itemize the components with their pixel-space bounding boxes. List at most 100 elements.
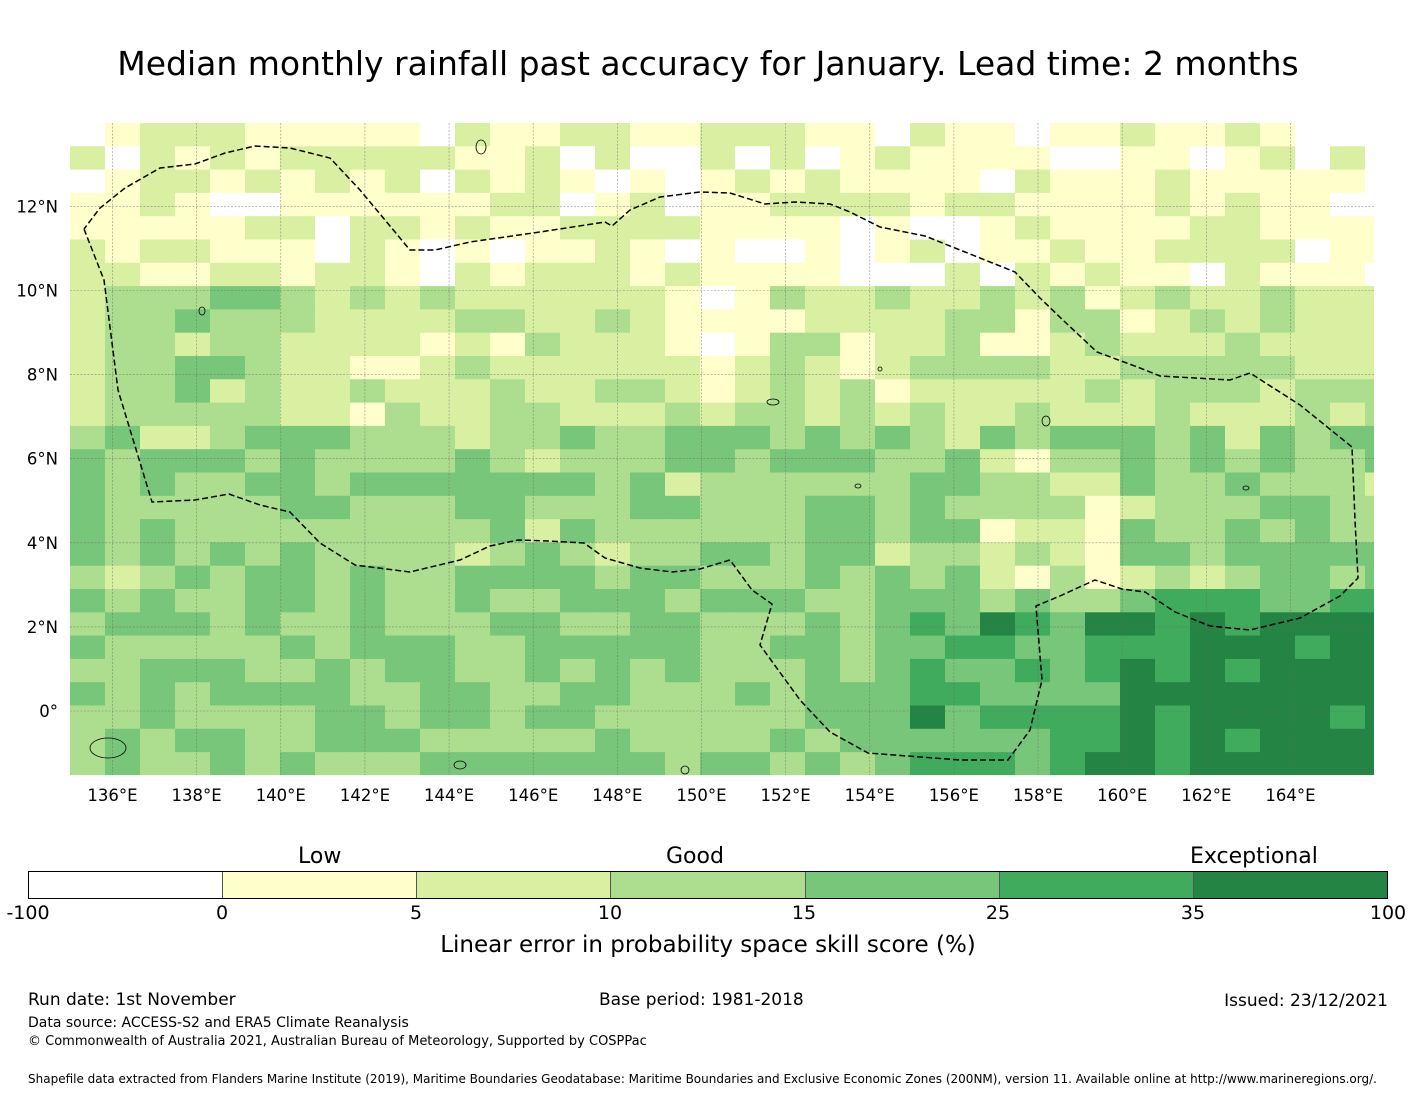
- grid-cell: [700, 146, 736, 171]
- grid-cell: [455, 705, 491, 730]
- grid-cell: [525, 146, 561, 171]
- grid-cell: [490, 309, 526, 334]
- grid-cell: [1190, 682, 1226, 706]
- grid-cell: [630, 192, 666, 217]
- grid-cell: [980, 425, 1016, 450]
- grid-cell: [420, 402, 456, 427]
- grid-cell: [1295, 216, 1331, 240]
- grid-cell: [70, 449, 106, 473]
- grid-cell: [525, 519, 561, 543]
- grid-cell: [735, 589, 771, 613]
- grid-cell: [490, 192, 526, 217]
- grid-cell: [945, 309, 981, 334]
- grid-cell: [385, 658, 421, 683]
- grid-cell: [840, 262, 876, 287]
- grid-cell: [210, 682, 246, 706]
- grid-cell: [840, 682, 876, 706]
- grid-cell: [1050, 612, 1086, 637]
- grid-cell: [175, 332, 211, 357]
- grid-cell: [1015, 309, 1051, 334]
- grid-cell: [1330, 728, 1366, 753]
- grid-cell: [1295, 449, 1331, 473]
- grid-cell: [910, 379, 946, 404]
- grid-cell: [280, 123, 316, 147]
- grid-cell: [665, 728, 701, 753]
- grid-cell: [385, 332, 421, 357]
- grid-cell: [630, 379, 666, 404]
- longitude-label: 136°E: [87, 786, 137, 805]
- grid-cell: [1015, 658, 1051, 683]
- grid-cell: [245, 425, 281, 450]
- copyright: © Commonwealth of Australia 2021, Austra…: [28, 1034, 647, 1049]
- grid-cell: [140, 589, 176, 613]
- grid-cell: [665, 495, 701, 520]
- colorbar-tick: 10: [597, 902, 623, 924]
- grid-cell: [980, 309, 1016, 334]
- grid-cell: [770, 449, 806, 473]
- grid-cell: [770, 565, 806, 590]
- grid-cell: [945, 192, 981, 217]
- grid-cell: [630, 239, 666, 264]
- grid-cell: [1120, 542, 1156, 567]
- grid-cell: [560, 402, 596, 427]
- grid-cell: [525, 495, 561, 520]
- grid-cell: [805, 239, 841, 264]
- grid-cell: [1050, 565, 1086, 590]
- grid-cell: [175, 449, 211, 473]
- grid-cell: [140, 356, 176, 380]
- grid-cell: [980, 519, 1016, 543]
- grid-cell: [700, 728, 736, 753]
- grid-cell: [420, 332, 456, 357]
- grid-cell: [385, 728, 421, 753]
- grid-cell: [805, 612, 841, 637]
- grid-cell: [1155, 286, 1191, 310]
- grid-cell: [1225, 635, 1261, 660]
- grid-cell: [875, 309, 911, 334]
- grid-cell: [315, 449, 351, 473]
- grid-cell: [1225, 705, 1261, 730]
- grid-cell: [105, 612, 141, 637]
- grid-cell: [1120, 192, 1156, 217]
- grid-cell: [210, 146, 246, 171]
- grid-cell: [1190, 705, 1226, 730]
- grid-cell: [595, 216, 631, 240]
- grid-cell: [1365, 332, 1374, 357]
- grid-cell: [490, 216, 526, 240]
- grid-cell: [1155, 682, 1191, 706]
- grid-cell: [175, 286, 211, 310]
- grid-cell: [1085, 169, 1121, 194]
- grid-cell: [350, 519, 386, 543]
- grid-cell: [1365, 495, 1374, 520]
- grid-cell: [280, 519, 316, 543]
- grid-cell: [910, 262, 946, 287]
- grid-cell: [525, 728, 561, 753]
- grid-cell: [980, 379, 1016, 404]
- grid-cell: [875, 612, 911, 637]
- grid-cell: [1295, 262, 1331, 287]
- grid-cell: [735, 612, 771, 637]
- grid-cell: [1260, 309, 1296, 334]
- grid-cell: [490, 589, 526, 613]
- grid-cell: [350, 356, 386, 380]
- grid-cell: [1190, 356, 1226, 380]
- grid-cell: [105, 658, 141, 683]
- grid-cell: [630, 169, 666, 194]
- grid-cell: [105, 146, 141, 171]
- grid-cell: [945, 286, 981, 310]
- grid-cell: [945, 635, 981, 660]
- grid-cell: [770, 379, 806, 404]
- grid-cell: [770, 682, 806, 706]
- colorbar-tick: 15: [791, 902, 817, 924]
- grid-cell: [1190, 495, 1226, 520]
- grid-cell: [1015, 356, 1051, 380]
- longitude-label: 164°E: [1265, 786, 1315, 805]
- grid-cell: [315, 286, 351, 310]
- grid-cell: [595, 146, 631, 171]
- grid-cell: [315, 752, 351, 775]
- grid-cell: [245, 169, 281, 194]
- grid-cell: [175, 472, 211, 497]
- grid-cell: [1120, 752, 1156, 775]
- grid-cell: [455, 309, 491, 334]
- grid-cell: [1015, 123, 1051, 147]
- grid-cell: [1295, 379, 1331, 404]
